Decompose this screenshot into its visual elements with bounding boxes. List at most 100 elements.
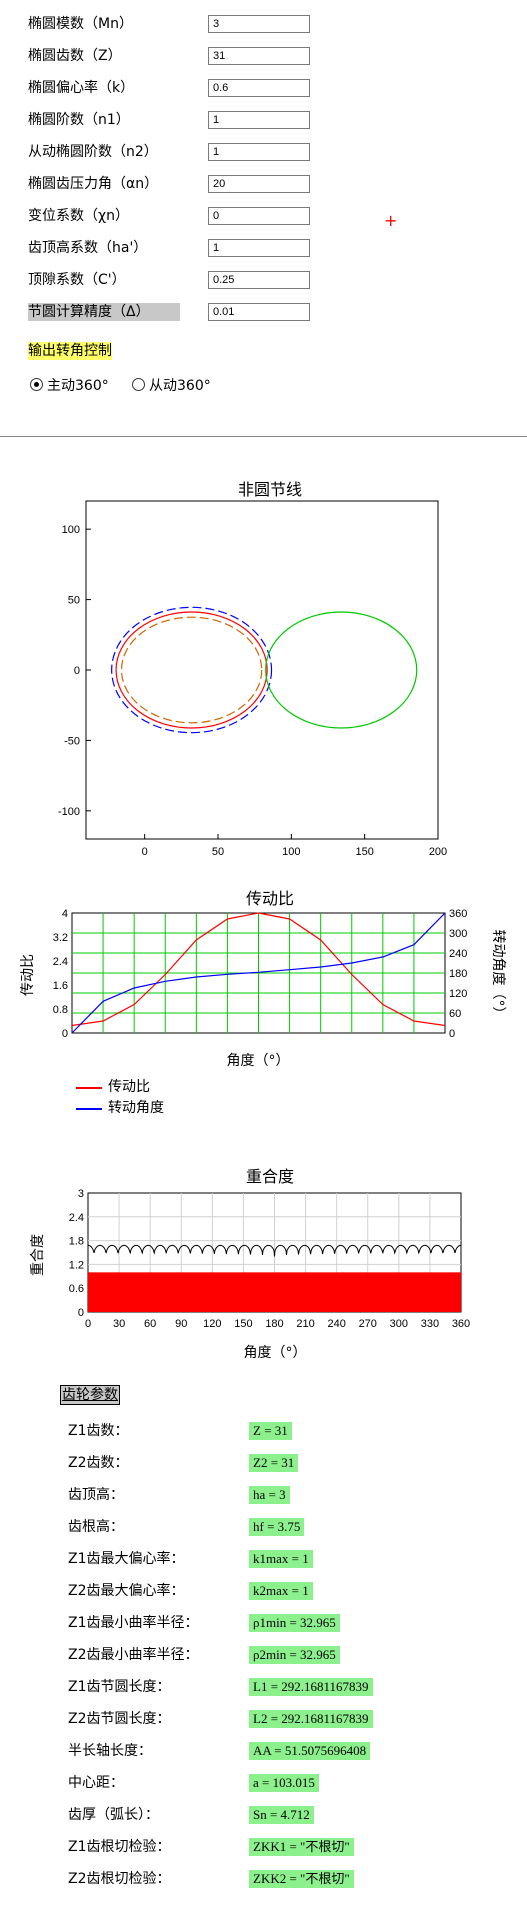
result-value: ha = 3 (249, 1486, 290, 1504)
ratio-ylabel-left: 传动比 (20, 954, 36, 996)
ratio-right-tick: 0 (449, 1028, 455, 1040)
param-input-n1[interactable]: 1 (208, 111, 310, 129)
param-label-delta: 节圆计算精度（Δ） (28, 303, 180, 321)
param-input-c[interactable]: 0.25 (208, 271, 310, 289)
section-divider (0, 436, 527, 437)
overlap-xtick: 90 (175, 1318, 187, 1330)
ratio-left-tick: 0 (62, 1028, 68, 1040)
pitch-chart-title: 非圆节线 (237, 480, 302, 499)
ratio-series-0 (71, 912, 446, 1027)
overlap-xtick: 330 (421, 1318, 439, 1330)
param-input-mn[interactable]: 3 (208, 15, 310, 33)
result-value: a = 103.015 (249, 1774, 319, 1792)
result-label: 半长轴长度： (68, 1743, 152, 1759)
ratio-right-tick: 240 (449, 948, 467, 960)
pitch-xtick-label: 0 (142, 846, 148, 858)
ratio-chart-title: 传动比 (245, 889, 294, 908)
pitch-ytick-label: -50 (64, 735, 80, 747)
pitch-ytick-label: -100 (58, 806, 80, 818)
ratio-xlabel: 角度（°） (227, 1053, 290, 1069)
overlap-ytick: 2.4 (69, 1212, 84, 1224)
ratio-right-tick: 60 (449, 1008, 461, 1020)
param-label-alpha: 椭圆齿压力角（αn） (28, 176, 159, 192)
pitch-curve-0 (115, 611, 268, 729)
radio-driver-360[interactable]: 主动360° (30, 377, 109, 395)
result-value: AA = 51.5075696408 (249, 1742, 371, 1760)
result-value: k1max = 1 (249, 1550, 313, 1568)
overlap-chart-title: 重合度 (245, 1167, 294, 1186)
param-input-alpha[interactable]: 20 (208, 175, 310, 193)
result-label: Z2齿最小曲率半径： (68, 1647, 199, 1663)
param-input-ha[interactable]: 1 (208, 239, 310, 257)
result-value: hf = 3.75 (249, 1518, 305, 1536)
result-label: 中心距： (68, 1775, 124, 1791)
result-label: Z1齿数： (68, 1423, 129, 1439)
result-label: Z2齿节圆长度： (68, 1711, 171, 1727)
results-section-title: 齿轮参数 (60, 1385, 120, 1405)
radio-unselected-icon (132, 378, 145, 391)
overlap-xtick: 60 (144, 1318, 156, 1330)
radio-driver-label: 主动360° (47, 378, 109, 394)
pitch-curve-1 (120, 616, 263, 724)
ratio-ylabel-right: 转动角度（°） (490, 930, 506, 1021)
overlap-xtick: 120 (203, 1318, 221, 1330)
plus-marker-icon: + (384, 211, 398, 230)
param-label-n1: 椭圆阶数（n1） (28, 112, 130, 128)
result-label: Z1齿最大偏心率： (68, 1551, 185, 1567)
param-input-k[interactable]: 0.6 (208, 79, 310, 97)
legend-angle-label: 转动角度 (108, 1100, 164, 1116)
legend-ratio-swatch (76, 1087, 102, 1089)
result-value: L1 = 292.1681167839 (249, 1678, 373, 1696)
overlap-xtick: 0 (85, 1318, 91, 1330)
overlap-ytick: 0 (78, 1307, 84, 1319)
result-value: Sn = 4.712 (249, 1806, 314, 1824)
pitch-xtick-label: 150 (355, 846, 373, 858)
ratio-right-tick: 120 (449, 988, 467, 1000)
radio-driven-360[interactable]: 从动360° (132, 377, 211, 395)
result-label: Z1齿节圆长度： (68, 1679, 171, 1695)
result-label: 齿根高： (68, 1519, 124, 1535)
overlap-xtick: 150 (234, 1318, 252, 1330)
param-input-z[interactable]: 31 (208, 47, 310, 65)
pitch-ytick-label: 0 (74, 665, 80, 677)
result-label: Z1齿根切检验： (68, 1839, 171, 1855)
result-label: 齿厚（弧长）： (68, 1807, 159, 1823)
result-value: ρ2min = 32.965 (249, 1646, 340, 1664)
pitch-ytick-label: 50 (68, 595, 80, 607)
param-input-delta[interactable]: 0.01 (208, 303, 310, 321)
overlap-xtick: 360 (452, 1318, 470, 1330)
pitch-xtick-label: 200 (429, 846, 447, 858)
result-value: k2max = 1 (249, 1582, 313, 1600)
pitch-xtick-label: 100 (282, 846, 300, 858)
result-label: Z2齿最大偏心率： (68, 1583, 185, 1599)
overlap-fill-area (88, 1272, 461, 1312)
param-label-chi: 变位系数（χn） (28, 208, 129, 224)
pitch-ytick-label: 100 (62, 524, 80, 536)
result-value: ZKK1 = "不根切" (249, 1838, 354, 1856)
result-value: Z2 = 31 (249, 1454, 299, 1472)
pitch-curve-3 (265, 611, 418, 729)
radio-driven-label: 从动360° (149, 378, 211, 394)
result-value: L2 = 292.1681167839 (249, 1710, 373, 1728)
result-value: Z = 31 (249, 1422, 292, 1440)
param-label-mn: 椭圆模数（Mn） (28, 16, 133, 32)
ratio-left-tick: 0.8 (53, 1004, 68, 1016)
overlap-ytick: 0.6 (69, 1283, 84, 1295)
ratio-right-tick: 300 (449, 928, 467, 940)
overlap-xtick: 30 (113, 1318, 125, 1330)
overlap-wave-line (88, 1244, 461, 1257)
radio-selected-icon (30, 378, 43, 391)
param-input-chi[interactable]: 0 (208, 207, 310, 225)
overlap-xtick: 270 (359, 1318, 377, 1330)
param-input-n2[interactable]: 1 (208, 143, 310, 161)
pitch-curve-2 (111, 606, 273, 734)
legend-ratio-label: 传动比 (108, 1079, 150, 1095)
result-value: ρ1min = 32.965 (249, 1614, 340, 1632)
overlap-ytick: 3 (78, 1188, 84, 1200)
overlap-ytick: 1.2 (69, 1259, 84, 1271)
overlap-xtick: 210 (296, 1318, 314, 1330)
ratio-left-tick: 2.4 (53, 956, 68, 968)
overlap-xtick: 240 (327, 1318, 345, 1330)
pitch-chart: 0 50 100 150 200 100 50 0 -50 -100 (58, 500, 447, 858)
overlap-ytick: 1.8 (69, 1236, 84, 1248)
